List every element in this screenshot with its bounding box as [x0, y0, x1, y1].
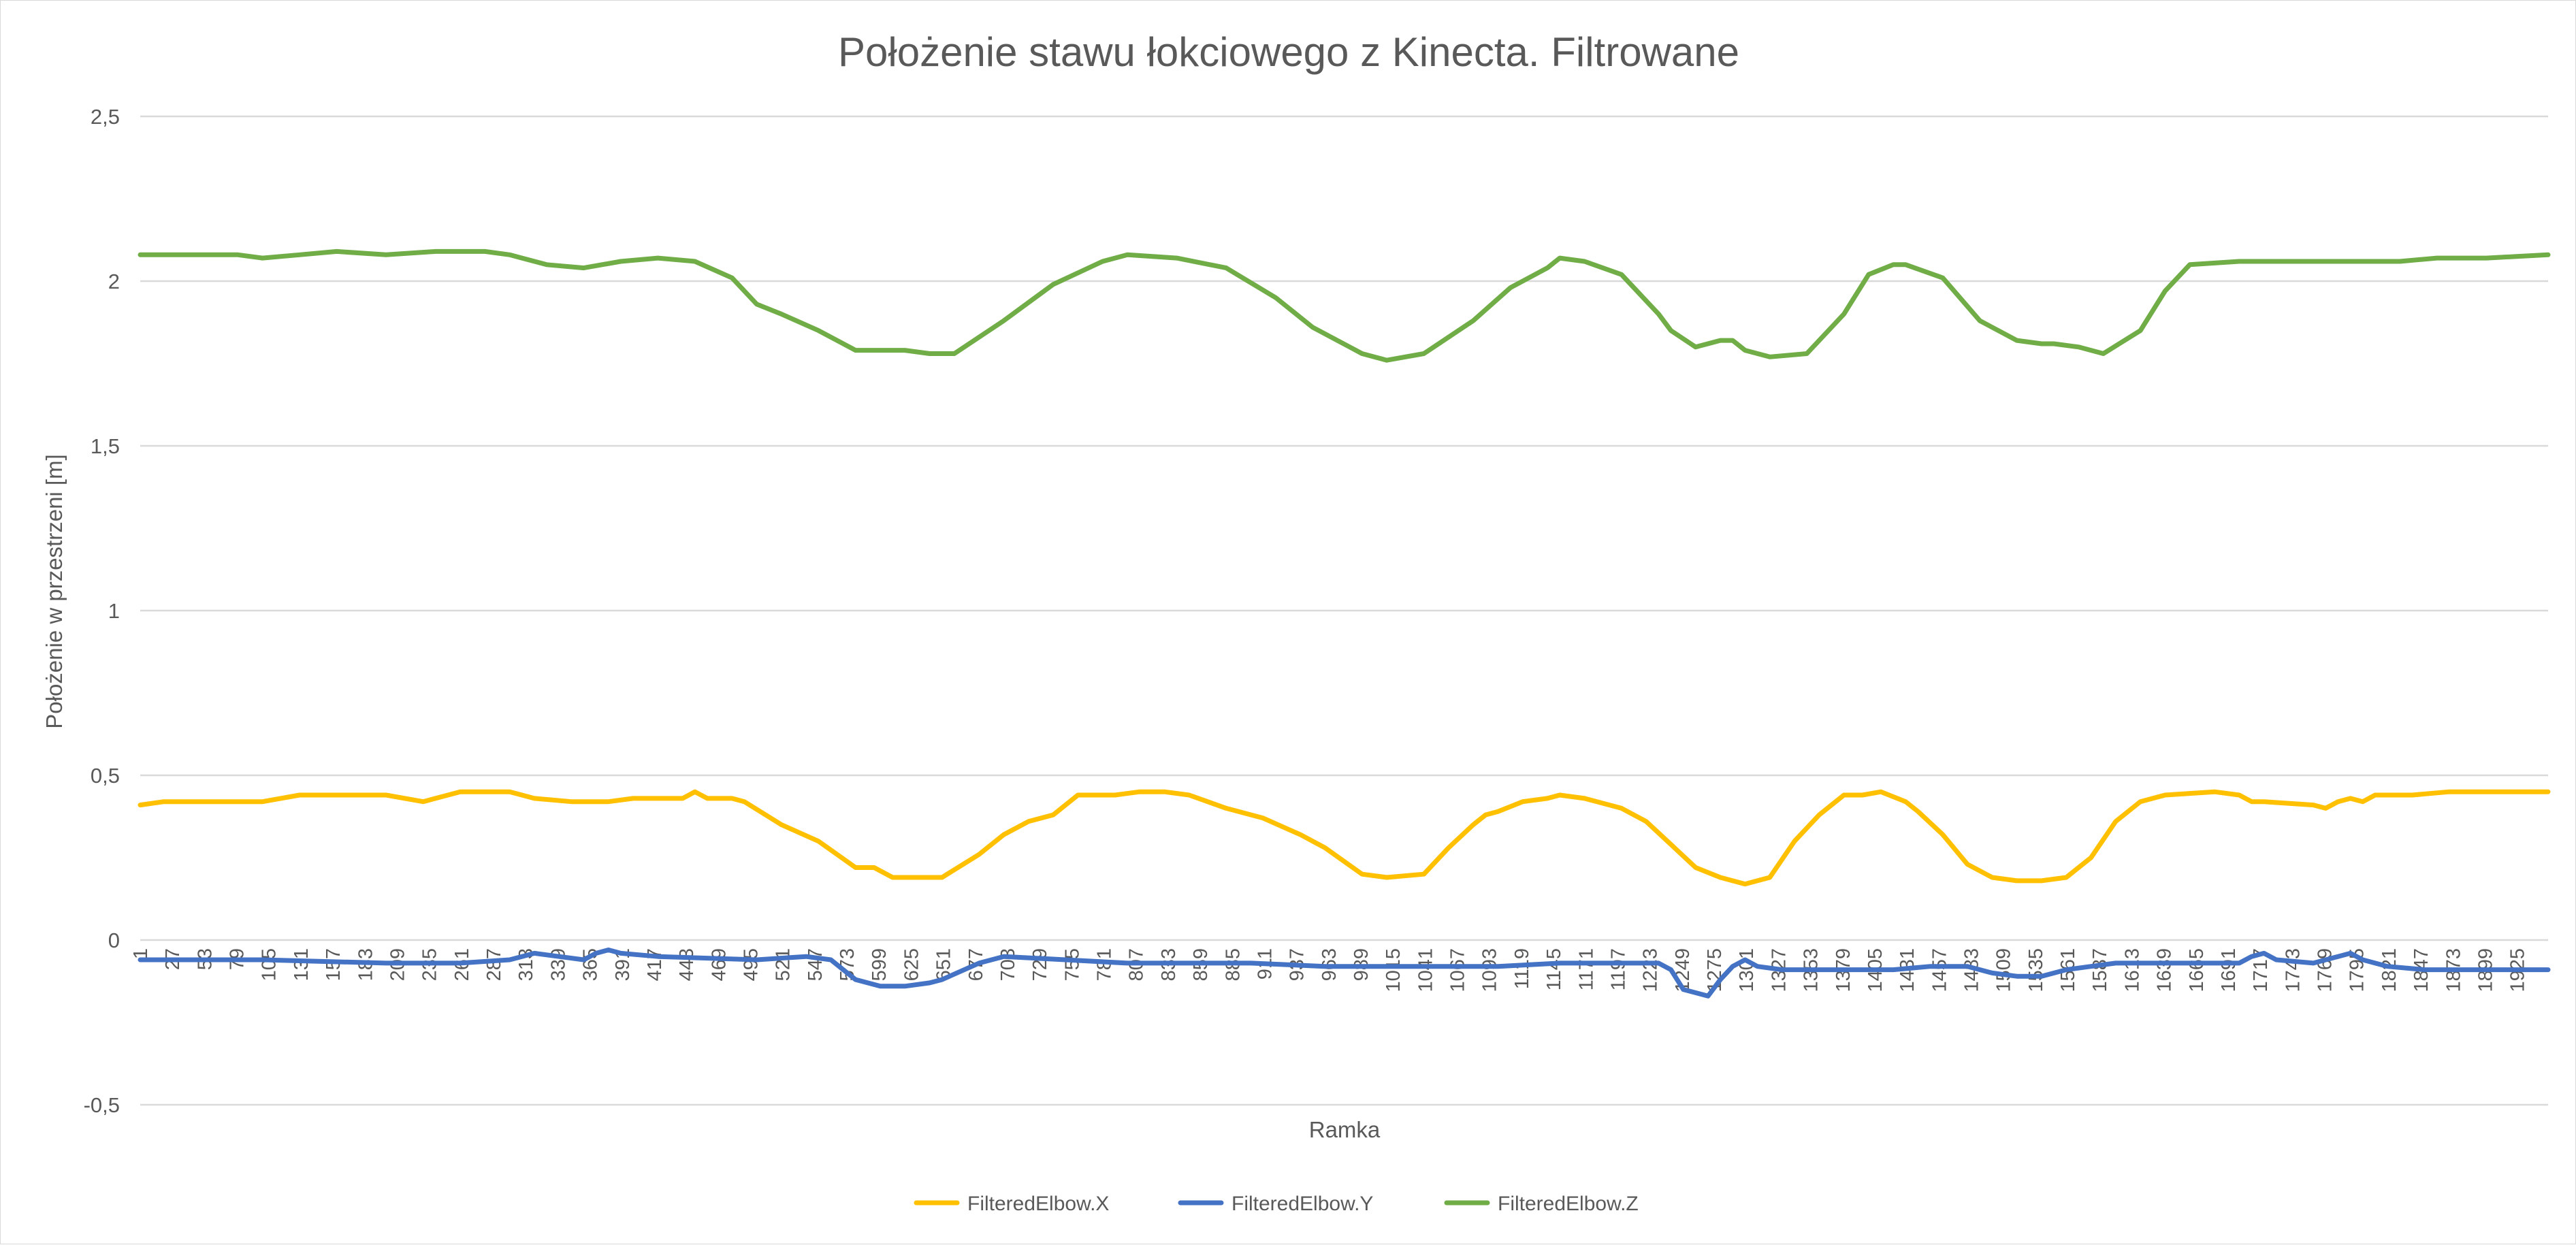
x-axis-ticks: 1 27 53 79 105 131 157 183 209 235 261 287 313 339 365…	[130, 948, 2529, 992]
y-tick-label: 1,5	[91, 434, 120, 458]
legend-label: FilteredElbow.Y	[1231, 1193, 1373, 1215]
x-tick-label: 781	[1094, 948, 1116, 981]
y-tick-label: 2,5	[91, 105, 120, 129]
chart-title: Położenie stawu łokciowego z Kinecta. Fi…	[838, 29, 1739, 75]
x-tick-label: 521	[773, 948, 794, 981]
x-tick-label: 1171	[1575, 948, 1597, 990]
x-tick-label: 703	[997, 948, 1019, 981]
x-tick-label: 755	[1061, 948, 1083, 981]
y-axis-title: Położenie w przestrzeni [m]	[42, 454, 67, 729]
y-tick-label: 2	[108, 270, 120, 293]
x-tick-label: 469	[708, 948, 730, 981]
x-tick-label: 1093	[1479, 948, 1501, 992]
series-lines	[138, 248, 2551, 999]
x-tick-label: 1691	[2218, 948, 2240, 992]
x-tick-label: 1613	[2121, 948, 2143, 992]
x-tick-label: 1145	[1543, 948, 1565, 990]
series-line-filteredelbow-x	[138, 789, 2551, 887]
legend-label: FilteredElbow.X	[967, 1193, 1109, 1215]
y-tick-label: 0	[108, 928, 120, 952]
series-line-filteredelbow-y	[138, 948, 2551, 999]
x-tick-label: 157	[323, 948, 344, 981]
x-tick-label: 417	[644, 948, 666, 981]
y-tick-label: 1	[108, 599, 120, 623]
x-tick-label: 105	[259, 948, 280, 981]
x-tick-label: 1821	[2379, 948, 2400, 992]
x-tick-label: 1301	[1736, 948, 1758, 992]
x-tick-label: 1535	[2025, 948, 2047, 992]
x-tick-label: 1509	[1993, 948, 2015, 992]
x-tick-label: 1041	[1415, 948, 1436, 992]
x-tick-label: 131	[291, 948, 312, 981]
legend-label: FilteredElbow.Z	[1498, 1193, 1639, 1215]
x-tick-label: 1197	[1607, 948, 1629, 990]
x-tick-label: 1119	[1511, 948, 1533, 989]
x-tick-label: 625	[901, 948, 922, 981]
x-tick-label: 287	[483, 948, 505, 981]
y-tick-label: -0,5	[84, 1093, 120, 1117]
gridlines	[140, 115, 2548, 1106]
x-tick-label: 1457	[1929, 948, 1950, 992]
x-tick-label: 1665	[2186, 948, 2208, 992]
x-tick-label: 1743	[2282, 948, 2304, 992]
x-tick-label: 1769	[2315, 948, 2336, 992]
x-tick-label: 729	[1029, 948, 1051, 981]
x-tick-label: 495	[740, 948, 762, 981]
x-axis-title: Ramka	[1309, 1117, 1381, 1142]
y-axis-ticks: 2,5 2 1,5 1 0,5 0 -0,5	[84, 105, 120, 1117]
x-tick-label: 443	[676, 948, 698, 981]
legend: FilteredElbow.X FilteredElbow.Y FilteredEl…	[914, 1193, 1639, 1215]
x-tick-label: 547	[805, 948, 826, 981]
x-tick-label: 599	[869, 948, 890, 981]
x-tick-label: 1067	[1447, 948, 1469, 992]
y-tick-label: 0,5	[91, 764, 120, 788]
x-tick-label: 1587	[2089, 948, 2111, 992]
x-tick-label: 1	[130, 948, 152, 959]
x-tick-label: 1639	[2154, 948, 2176, 992]
x-tick-label: 1015	[1383, 948, 1404, 992]
series-line-filteredelbow-z	[138, 248, 2551, 363]
x-tick-label: 1223	[1640, 948, 1662, 992]
